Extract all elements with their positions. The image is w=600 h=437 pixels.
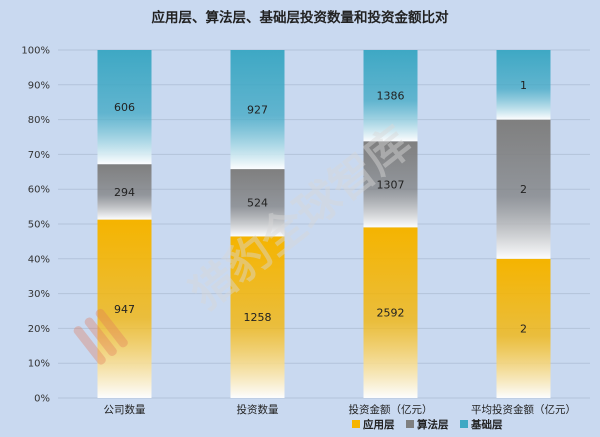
x-axis: 公司数量 投资数量 投资金额（亿元） 平均投资金额（亿元） [104,403,577,416]
y-tick-label: 80% [28,115,50,126]
data-label: 606 [114,101,135,114]
data-label: 294 [114,186,135,199]
bar-segment [496,258,551,398]
bars-layer [97,50,551,398]
bar-segment [363,50,418,142]
bar-segment [97,164,152,220]
data-label: 2 [520,183,527,196]
data-labels: 947 294 606 1258 524 927 2592 1307 1386 2 2 1 [114,79,527,336]
x-tick-label: 投资数量 [237,403,279,416]
legend-label: 应用层 [363,418,395,431]
y-tick-label: 10% [28,359,50,370]
data-label: 2592 [377,307,405,320]
data-label: 1 [520,79,527,92]
y-tick-label: 50% [28,220,50,231]
y-axis: 0% 10% 20% 30% 40% 50% 60% 70% 80% 90% 100% [21,46,50,405]
legend-swatch [352,420,360,428]
data-label: 2 [520,322,527,335]
bar-segment [230,169,285,237]
data-label: 947 [114,303,135,316]
legend-label: 基础层 [470,418,503,431]
watermark-logo-icon [73,308,128,365]
legend-label: 算法层 [417,418,449,431]
y-tick-label: 0% [34,394,50,405]
legend: 应用层 算法层 基础层 [352,418,503,431]
y-tick-label: 20% [28,324,50,335]
bar-segment [363,227,418,398]
bar-segment [97,219,152,398]
y-tick-label: 40% [28,254,50,265]
bar-segment [230,236,285,398]
y-tick-label: 60% [28,185,50,196]
data-label: 1307 [377,178,405,191]
bar-segment [230,50,285,170]
legend-swatch [406,420,414,428]
x-tick-label: 平均投资金额（亿元） [471,403,576,416]
bar-segment [363,141,418,228]
chart-title: 应用层、算法层、基础层投资数量和投资金额比对 [152,9,449,26]
data-label: 524 [247,197,268,210]
bar-segment [97,50,152,165]
bar-segment [496,50,551,120]
data-label: 1258 [244,311,272,324]
y-tick-label: 70% [28,150,50,161]
y-tick-label: 90% [28,80,50,91]
bar-segment [496,119,551,259]
x-tick-label: 投资金额（亿元） [349,403,433,416]
y-tick-label: 100% [21,46,50,57]
data-label: 1386 [377,90,405,103]
legend-swatch [460,420,468,428]
data-label: 927 [247,104,268,117]
x-tick-label: 公司数量 [104,403,146,416]
y-tick-label: 30% [28,289,50,300]
